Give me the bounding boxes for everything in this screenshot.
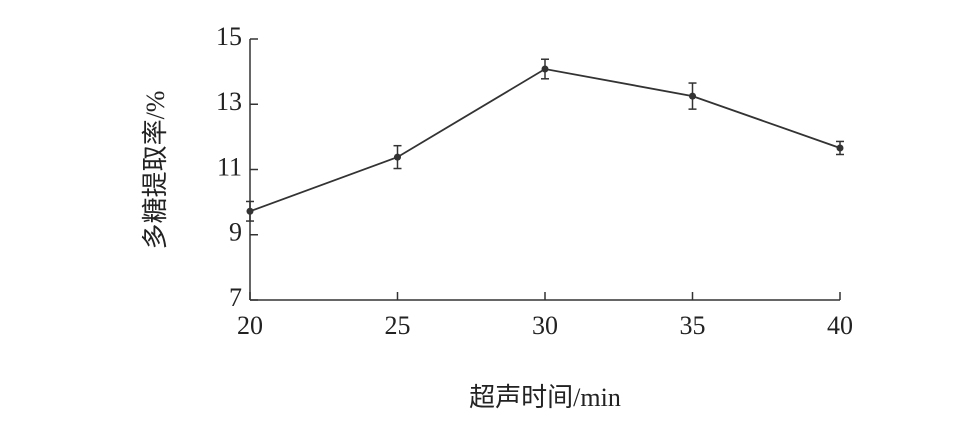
point [394,153,401,161]
x-tick-label: 40 [827,311,853,340]
y-tick-label: 9 [229,218,242,247]
y-tick-label: 11 [217,152,242,181]
line [249,68,841,213]
y-tick-label: 7 [229,283,242,312]
y-tick-label: 15 [216,22,242,51]
point [246,207,254,215]
y-axis-label: 多糖提取率/% [141,91,170,250]
x-tick-label: 35 [680,311,706,340]
y-tick-label: 13 [216,87,242,116]
point [541,65,549,73]
x-tick-label: 25 [385,311,411,340]
x-axis-label: 超声时间/min [469,383,621,412]
x-tick-label: 20 [237,311,263,340]
point [689,92,696,100]
x-tick-label: 30 [532,311,558,340]
point [836,144,844,152]
